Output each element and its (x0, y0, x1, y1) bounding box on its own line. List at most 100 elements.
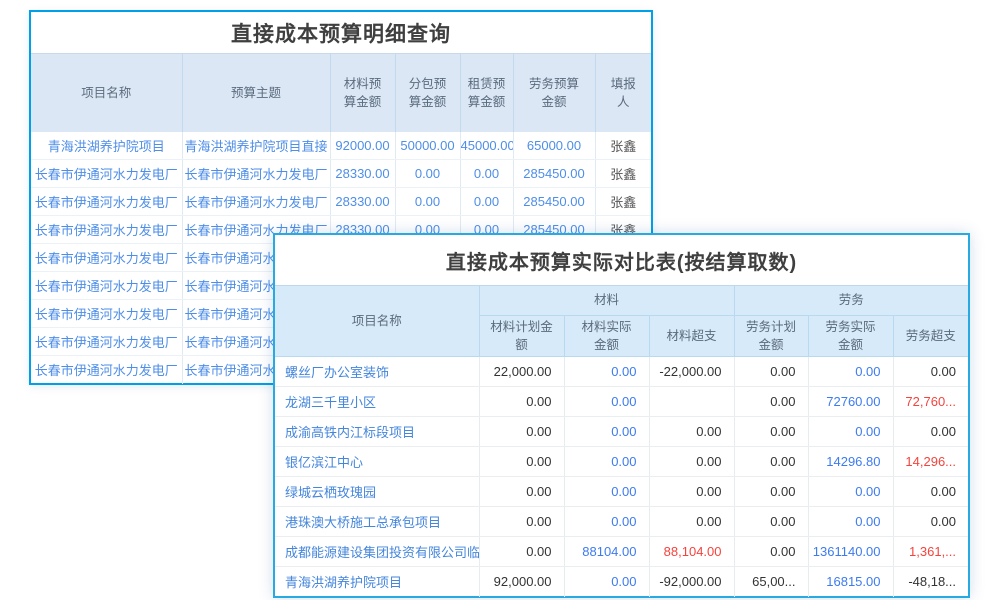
col-header-material-plan: 材料计划金 额 (479, 315, 565, 357)
material-actual-cell: 0.00 (564, 446, 650, 477)
project-name-cell[interactable]: 长春市伊通河水力发电厂 (31, 355, 183, 384)
col-header-material-actual: 材料实际 金额 (564, 315, 650, 357)
labor-budget-cell: 285450.00 (513, 187, 596, 216)
group-header-material: 材料 (479, 285, 735, 316)
col-header-project: 项目名称 (275, 285, 480, 357)
material-plan-cell: 22,000.00 (479, 356, 565, 387)
sub-header-row: 材料计划金 额 材料实际 金额 材料超支 劳务计划 金额 劳务实际 金额 劳务超… (275, 315, 969, 357)
subject-cell: 长春市伊通河水力发电厂 (182, 187, 331, 216)
table-row[interactable]: 青海洪湖养护院项目 青海洪湖养护院项目直接 92000.00 50000.00 … (31, 131, 651, 160)
table-row[interactable]: 成渝高铁内江标段项目 0.00 0.00 0.00 0.00 0.00 0.00 (275, 416, 969, 447)
project-name-cell[interactable]: 龙湖三千里小区 (275, 386, 480, 417)
project-name-cell[interactable]: 港珠澳大桥施工总承包项目 (275, 506, 480, 537)
table-row[interactable]: 长春市伊通河水力发电厂 长春市伊通河水力发电厂 28330.00 0.00 0.… (31, 159, 651, 188)
material-plan-cell: 0.00 (479, 386, 565, 417)
labor-actual-cell: 0.00 (808, 506, 894, 537)
lease-budget-cell: 45000.00 (460, 131, 514, 160)
material-actual-cell: 88104.00 (564, 536, 650, 567)
labor-overrun-cell: 72,760... (893, 386, 969, 417)
project-name-cell[interactable]: 长春市伊通河水力发电厂 (31, 243, 183, 272)
labor-actual-cell: 14296.80 (808, 446, 894, 477)
material-actual-cell: 0.00 (564, 386, 650, 417)
project-name-cell[interactable]: 长春市伊通河水力发电厂 (31, 215, 183, 244)
labor-budget-cell: 65000.00 (513, 131, 596, 160)
project-name-cell[interactable]: 成都能源建设集团投资有限公司临时 (275, 536, 480, 567)
budget-actual-comparison-table: 项目名称 材料 劳务 材料计划金 额 材料实际 金额 材料超支 劳务计划 金额 … (275, 285, 969, 597)
group-header-row: 项目名称 材料 劳务 (275, 285, 969, 357)
col-header-reporter: 填报 人 (595, 53, 651, 132)
table-row[interactable]: 螺丝厂办公室装饰 22,000.00 0.00 -22,000.00 0.00 … (275, 356, 969, 387)
material-overrun-cell: 0.00 (649, 476, 735, 507)
material-plan-cell: 0.00 (479, 446, 565, 477)
project-name-cell[interactable]: 青海洪湖养护院项目 (275, 566, 480, 597)
labor-overrun-cell: -48,18... (908, 574, 957, 590)
material-overrun-cell (649, 386, 735, 417)
labor-actual-cell: 16815.00 (808, 566, 894, 597)
labor-actual-cell: 0.00 (808, 416, 894, 447)
project-name-cell[interactable]: 成渝高铁内江标段项目 (275, 416, 480, 447)
col-header-subcontract-budget: 分包预 算金额 (395, 53, 461, 132)
reporter-cell: 张鑫 (595, 187, 651, 216)
reporter-cell: 张鑫 (595, 131, 651, 160)
table-row[interactable]: 绿城云栖玫瑰园 0.00 0.00 0.00 0.00 0.00 0.00 (275, 476, 969, 507)
material-budget-cell: 28330.00 (330, 159, 396, 188)
project-name-cell[interactable]: 螺丝厂办公室装饰 (275, 356, 480, 387)
project-name-cell[interactable]: 长春市伊通河水力发电厂 (31, 327, 183, 356)
col-header-labor-overrun: 劳务超支 (893, 315, 969, 357)
labor-overrun-cell: 0.00 (893, 416, 969, 447)
reporter-cell: 张鑫 (595, 159, 651, 188)
material-overrun-cell: -22,000.00 (649, 356, 735, 387)
subcontract-budget-cell: 0.00 (395, 187, 461, 216)
labor-overrun-cell: 0.00 (893, 476, 969, 507)
labor-plan-cell: 0.00 (734, 356, 809, 387)
budget-actual-comparison-panel: 直接成本预算实际对比表(按结算取数) 项目名称 材料 劳务 材料计划金 额 材料… (273, 233, 970, 598)
project-name-cell[interactable]: 长春市伊通河水力发电厂 (31, 159, 183, 188)
labor-plan-cell: 0.00 (734, 476, 809, 507)
material-plan-cell: 92,000.00 (479, 566, 565, 597)
project-name-cell[interactable]: 绿城云栖玫瑰园 (275, 476, 480, 507)
labor-plan-cell: 0.00 (734, 386, 809, 417)
labor-budget-cell: 285450.00 (513, 159, 596, 188)
project-name-cell[interactable]: 银亿滨江中心 (275, 446, 480, 477)
labor-plan-cell: 0.00 (734, 416, 809, 447)
material-overrun-cell: 0.00 (649, 446, 735, 477)
material-plan-cell: 0.00 (479, 506, 565, 537)
labor-actual-cell: 0.00 (808, 356, 894, 387)
project-name-cell[interactable]: 长春市伊通河水力发电厂 (31, 271, 183, 300)
col-header-project: 项目名称 (31, 53, 183, 132)
material-plan-cell: 0.00 (479, 416, 565, 447)
material-plan-cell: 0.00 (479, 536, 565, 567)
material-budget-cell: 92000.00 (330, 131, 396, 160)
material-actual-cell: 0.00 (564, 506, 650, 537)
col-header-labor-plan: 劳务计划 金额 (734, 315, 809, 357)
project-name-cell[interactable]: 长春市伊通河水力发电厂 (31, 299, 183, 328)
project-name-cell[interactable]: 长春市伊通河水力发电厂 (31, 187, 183, 216)
table-row[interactable]: 银亿滨江中心 0.00 0.00 0.00 0.00 14296.80 14,2… (275, 446, 969, 477)
panel1-title: 直接成本预算明细查询 (231, 22, 451, 46)
material-actual-cell: 0.00 (564, 356, 650, 387)
labor-plan-cell: 0.00 (734, 536, 809, 567)
col-header-labor-budget: 劳务预算 金额 (513, 53, 596, 132)
material-actual-cell: 0.00 (564, 416, 650, 447)
table-row[interactable]: 龙湖三千里小区 0.00 0.00 0.00 72760.00 72,760..… (275, 386, 969, 417)
labor-actual-cell: 1361140.00 (808, 536, 894, 567)
col-header-labor-actual: 劳务实际 金额 (808, 315, 894, 357)
labor-overrun-cell: 14,296... (893, 446, 969, 477)
table-row[interactable]: 青海洪湖养护院项目 92,000.00 0.00 -92,000.00 65,0… (275, 566, 968, 597)
material-actual-cell: 0.00 (564, 566, 650, 597)
col-header-lease-budget: 租赁预 算金额 (460, 53, 514, 132)
table-row[interactable]: 港珠澳大桥施工总承包项目 0.00 0.00 0.00 0.00 0.00 0.… (275, 506, 969, 537)
subcontract-budget-cell: 50000.00 (395, 131, 461, 160)
table-row[interactable]: 成都能源建设集团投资有限公司临时 0.00 88104.00 88,104.00… (275, 536, 969, 567)
labor-overrun-cell: 0.00 (893, 356, 969, 387)
material-overrun-cell: 0.00 (649, 506, 735, 537)
header-row: 项目名称 预算主题 材料预 算金额 分包预 算金额 租赁预 算金额 劳务预算 金… (31, 53, 651, 132)
subject-cell: 长春市伊通河水力发电厂 (182, 159, 331, 188)
labor-plan-cell: 0.00 (734, 446, 809, 477)
project-name-cell[interactable]: 青海洪湖养护院项目 (31, 131, 183, 160)
table-row[interactable]: 长春市伊通河水力发电厂 长春市伊通河水力发电厂 28330.00 0.00 0.… (31, 187, 651, 216)
material-actual-cell: 0.00 (564, 476, 650, 507)
material-budget-cell: 28330.00 (330, 187, 396, 216)
labor-actual-cell: 0.00 (808, 476, 894, 507)
